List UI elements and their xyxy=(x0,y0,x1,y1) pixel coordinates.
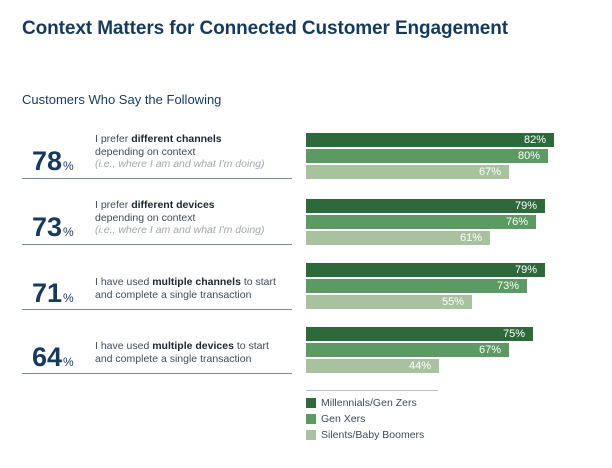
statement-prefix: I prefer xyxy=(95,199,132,211)
statement-prefix: I have used xyxy=(95,340,153,352)
bar-gen-x: 76% xyxy=(306,215,536,229)
statement-suffix: to start xyxy=(240,276,276,288)
bar-millennials: 75% xyxy=(306,327,533,341)
statement-bold: different channels xyxy=(131,133,222,145)
bar-gen-x: 67% xyxy=(306,343,509,357)
legend-swatch xyxy=(306,430,316,440)
overall-value: 78 xyxy=(32,146,63,176)
statement-line2: and complete a single transaction xyxy=(95,288,252,301)
bar-boomers: 44% xyxy=(306,359,439,373)
bar-millennials: 79% xyxy=(306,263,545,277)
legend-label: Millennials/Gen Zers xyxy=(321,397,417,409)
statement-note: (i.e., where I am and what I'm doing) xyxy=(95,158,265,170)
legend-swatch xyxy=(306,414,316,424)
row-statement: I prefer different devices depending on … xyxy=(95,199,295,237)
statement-bold: multiple channels xyxy=(152,276,241,288)
row-divider xyxy=(22,373,292,374)
legend-swatch xyxy=(306,398,316,408)
chart-subtitle: Customers Who Say the Following xyxy=(22,92,222,107)
statement-line2: depending on context xyxy=(95,145,196,158)
bar-boomers: 55% xyxy=(306,295,472,309)
statement-bold: different devices xyxy=(131,199,215,211)
statement-line2: and complete a single transaction xyxy=(95,352,252,365)
legend-item-millennials: Millennials/Gen Zers xyxy=(306,395,438,411)
bar-millennials: 79% xyxy=(306,199,545,213)
legend-item-boomers: Silents/Baby Boomers xyxy=(306,427,438,443)
row-statement: I have used multiple channels to start a… xyxy=(95,276,295,301)
bar-gen-x: 80% xyxy=(306,149,548,163)
statement-note: (i.e., where I am and what I'm doing) xyxy=(95,224,265,236)
legend-label: Gen Xers xyxy=(321,413,366,425)
statement-bold: multiple devices xyxy=(152,340,234,352)
overall-value: 64 xyxy=(32,342,63,372)
row-statement: I prefer different channels depending on… xyxy=(95,133,295,171)
legend-label: Silents/Baby Boomers xyxy=(321,429,425,441)
overall-percent: 71% xyxy=(32,280,84,312)
statement-suffix: to start xyxy=(233,340,269,352)
bar-boomers: 61% xyxy=(306,231,490,245)
statement-line2: depending on context xyxy=(95,211,196,224)
legend-item-gen-x: Gen Xers xyxy=(306,411,438,427)
overall-percent: 73% xyxy=(32,214,84,246)
percent-symbol: % xyxy=(63,355,74,369)
overall-value: 73 xyxy=(32,212,63,242)
overall-percent: 64% xyxy=(32,344,84,376)
statement-prefix: I prefer xyxy=(95,133,132,145)
bar-millennials: 82% xyxy=(306,133,554,147)
bar-boomers: 67% xyxy=(306,165,509,179)
row-divider xyxy=(22,178,292,179)
row-divider xyxy=(22,244,292,245)
chart-title: Context Matters for Connected Customer E… xyxy=(22,18,508,39)
row-divider xyxy=(22,309,292,310)
overall-percent: 78% xyxy=(32,148,84,180)
chart-legend: Millennials/Gen Zers Gen Xers Silents/Ba… xyxy=(306,390,438,443)
percent-symbol: % xyxy=(63,225,74,239)
statement-prefix: I have used xyxy=(95,276,153,288)
bar-gen-x: 73% xyxy=(306,279,527,293)
percent-symbol: % xyxy=(63,159,74,173)
row-statement: I have used multiple devices to start an… xyxy=(95,340,295,365)
percent-symbol: % xyxy=(63,291,74,305)
overall-value: 71 xyxy=(32,278,63,308)
